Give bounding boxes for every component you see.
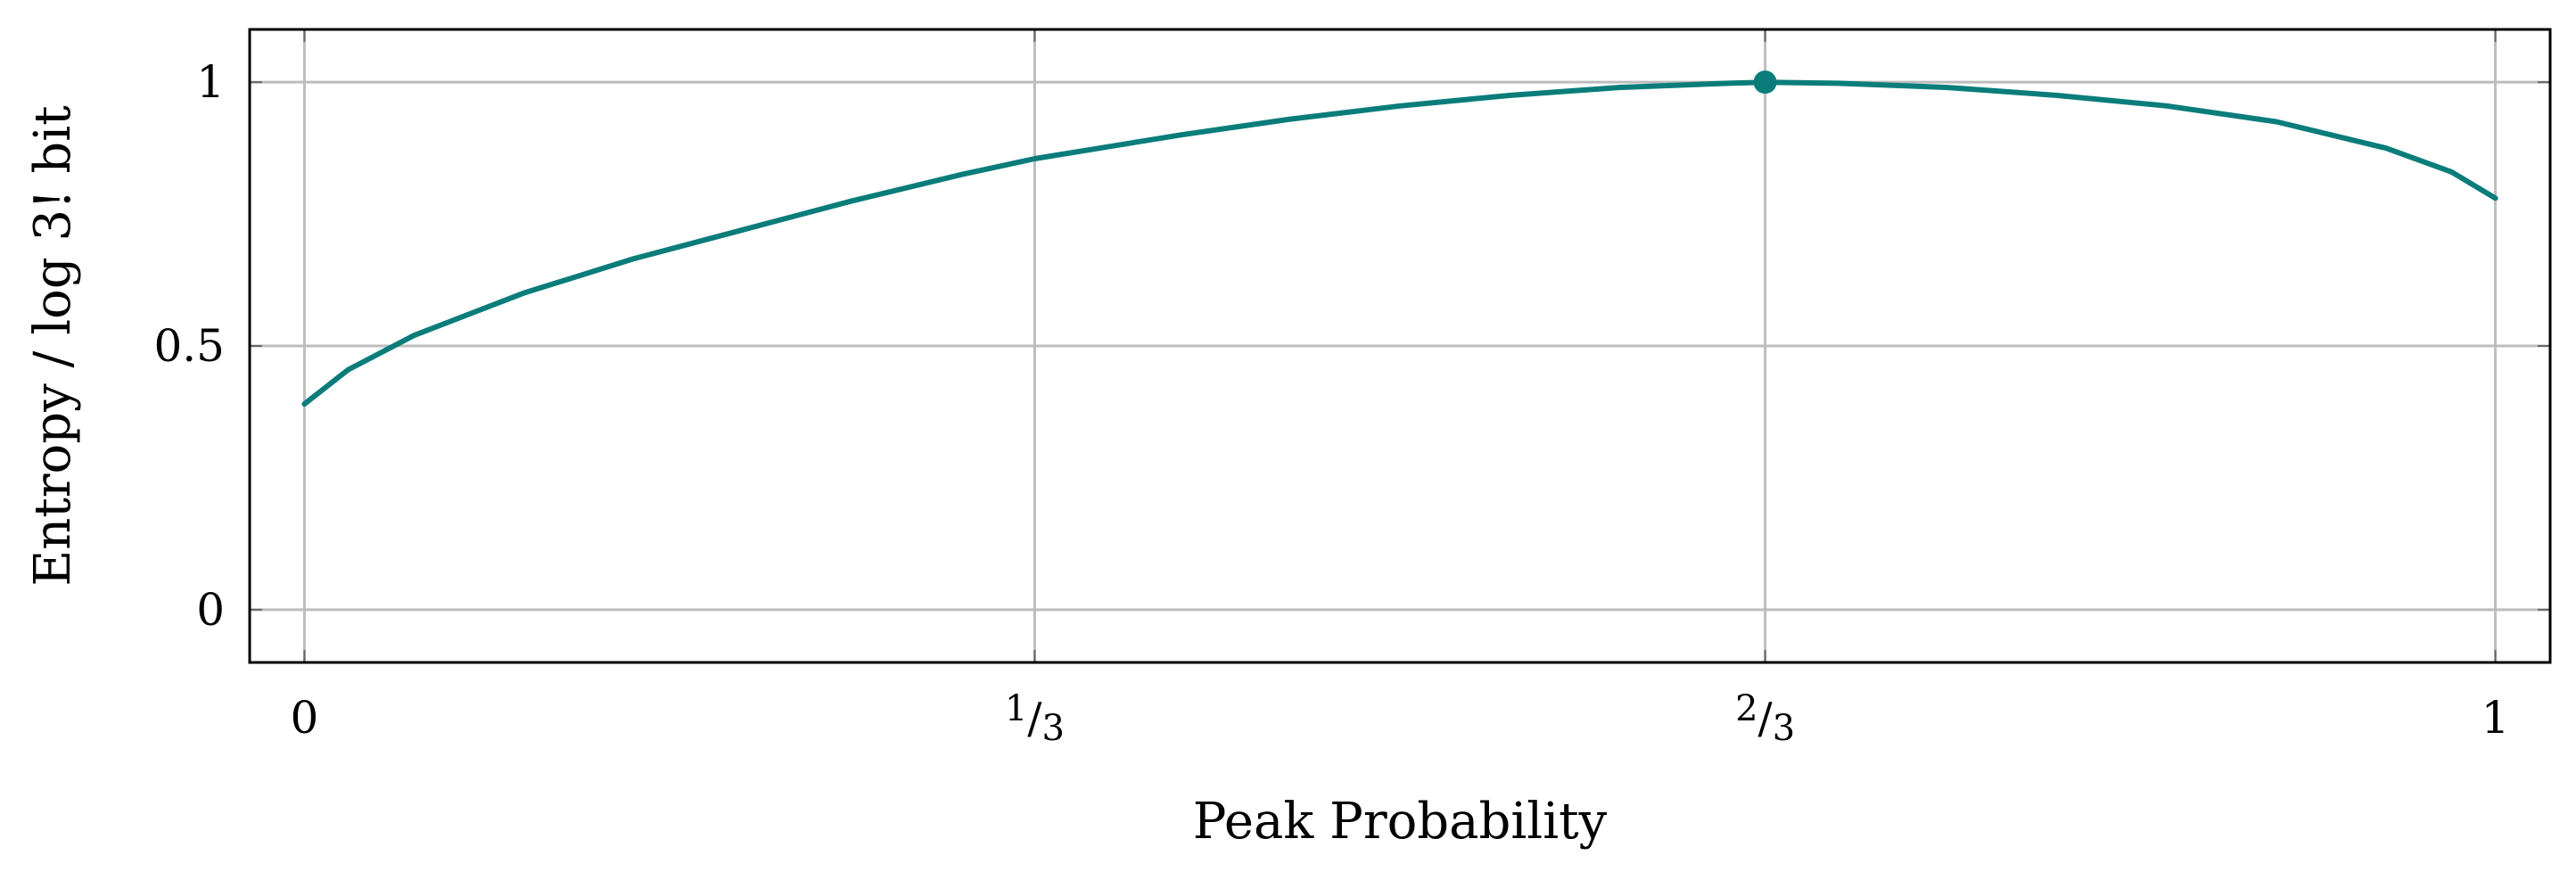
x-tick-label: 0 — [291, 692, 319, 744]
y-axis-label: Entropy / log 3! bit — [24, 105, 82, 587]
x-tick-label: 2/3 — [1735, 688, 1795, 749]
marker-layer — [1753, 70, 1777, 95]
x-tick-labels: 0 1/3 2/3 1 — [291, 688, 2510, 749]
x-tick-text: 1 — [2481, 692, 2510, 744]
peak-marker — [1753, 70, 1777, 95]
series-line — [301, 79, 2498, 407]
x-tick-fraction: 1/3 — [1005, 688, 1065, 749]
x-tick-label: 1/3 — [1005, 688, 1065, 749]
x-tick-label: 1 — [2481, 692, 2510, 744]
x-tick-text: 0 — [291, 692, 319, 744]
fraction-denominator: 3 — [1773, 708, 1795, 749]
y-tick-label: 0 — [196, 584, 225, 636]
fraction-slash: / — [1027, 694, 1042, 744]
y-tick-labels: 00.51 — [153, 56, 225, 636]
y-tick-label: 1 — [196, 56, 225, 108]
series-layer — [301, 79, 2498, 407]
grid — [250, 29, 2550, 662]
x-tick-fraction: 2/3 — [1735, 688, 1795, 749]
plot-frame — [248, 28, 2552, 664]
fraction-numerator: 1 — [1005, 688, 1027, 729]
fraction-numerator: 2 — [1735, 688, 1757, 729]
y-tick-label: 0.5 — [153, 320, 225, 372]
fraction-slash: / — [1758, 694, 1774, 744]
x-axis-label: Peak Probability — [1193, 793, 1608, 851]
fraction-denominator: 3 — [1041, 708, 1064, 749]
